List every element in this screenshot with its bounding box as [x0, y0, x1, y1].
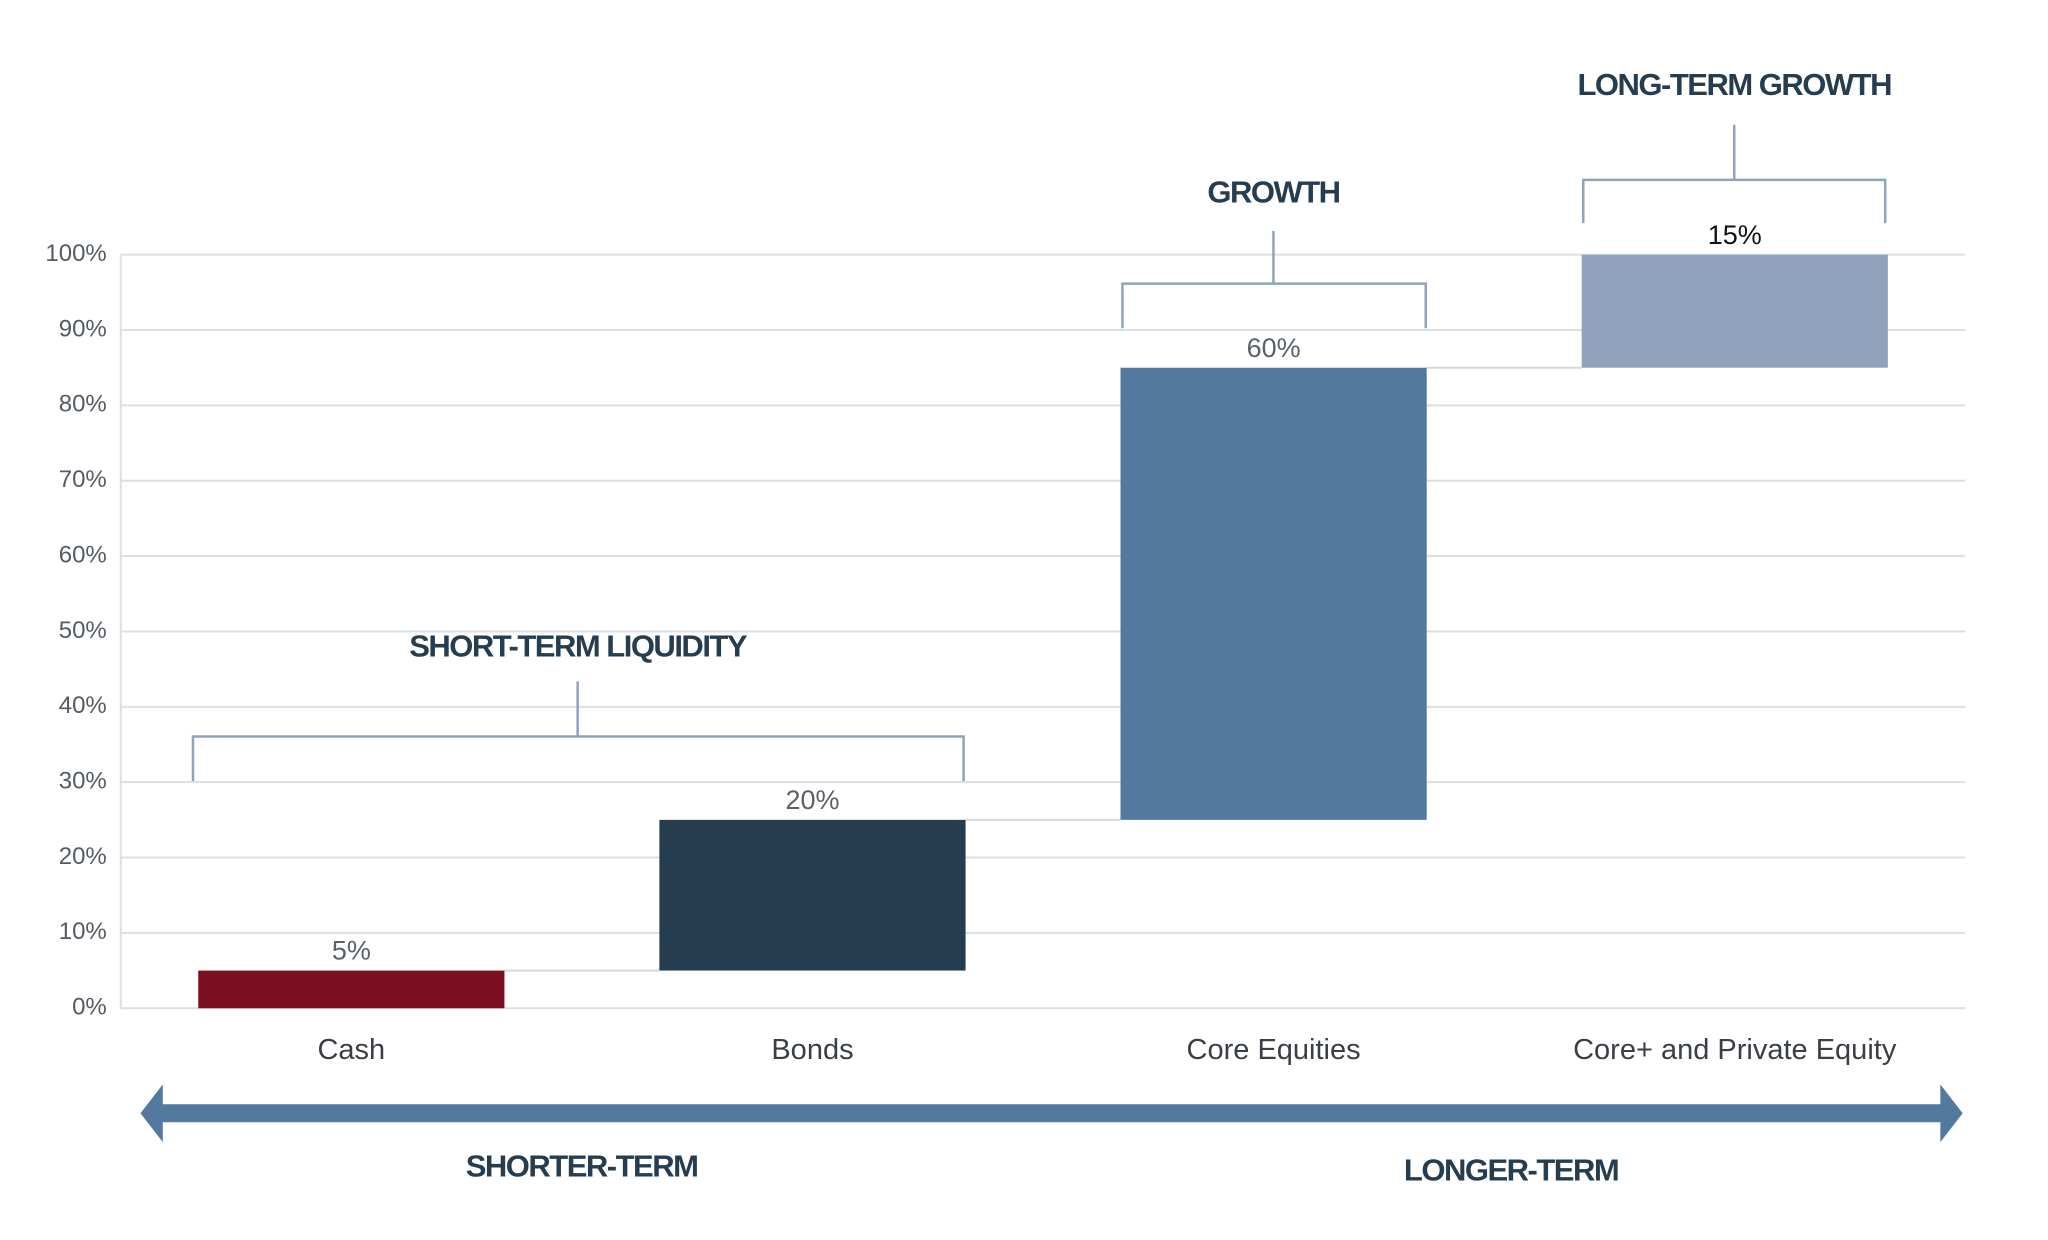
value-label: 15% [1708, 220, 1762, 250]
y-tick-label: 100% [45, 240, 106, 267]
bar [1120, 367, 1427, 820]
time-arrow [140, 1084, 1963, 1143]
arrow-label: SHORTER-TERM [466, 1149, 698, 1184]
annotation: LONG-TERM GROWTH [1577, 67, 1891, 102]
x-tick-label: Core+ and Private Equity [1573, 1034, 1897, 1066]
x-tick-label: Cash [317, 1034, 385, 1066]
annotation: SHORT-TERM LIQUIDITY [409, 629, 748, 664]
y-tick-label: 40% [59, 692, 107, 719]
bar [659, 819, 966, 971]
y-tick-label: 30% [59, 768, 107, 795]
value-label: 5% [332, 936, 371, 966]
y-tick-label: 80% [59, 391, 107, 418]
x-tick-label: Core Equities [1187, 1034, 1361, 1066]
value-label: 20% [785, 785, 839, 815]
y-tick-label: 20% [59, 843, 107, 870]
y-tick-label: 50% [59, 617, 107, 644]
annotation: GROWTH [1207, 174, 1339, 209]
bar [198, 970, 505, 1009]
value-label: 60% [1247, 333, 1301, 363]
arrow-label: LONGER-TERM [1404, 1153, 1618, 1188]
y-tick-label: 90% [59, 315, 107, 342]
x-tick-label: Bonds [771, 1034, 853, 1066]
y-tick-label: 60% [59, 541, 107, 568]
y-tick-label: 10% [59, 918, 107, 945]
bracket [191, 681, 965, 782]
y-tick-label: 70% [59, 466, 107, 493]
bracket [1121, 231, 1427, 329]
bar [1581, 254, 1888, 368]
bracket [1582, 124, 1887, 224]
y-tick-label: 0% [72, 994, 107, 1021]
